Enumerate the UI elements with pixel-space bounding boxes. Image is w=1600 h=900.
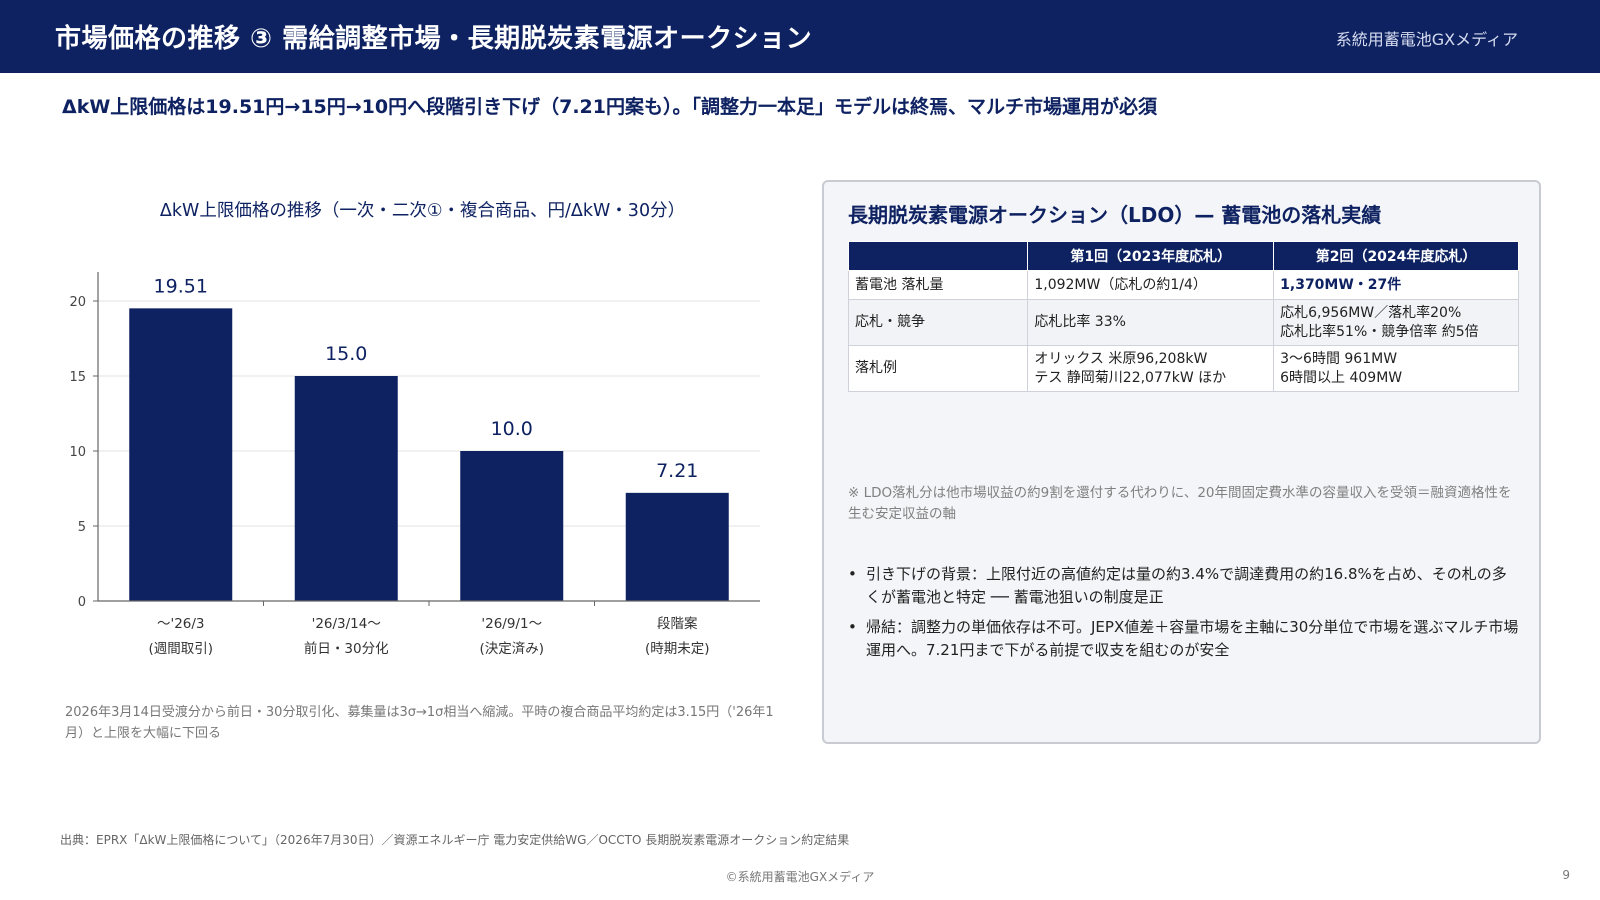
chart-footnote: 2026年3月14日受渡分から前日・30分取引化、募集量は3σ→1σ相当へ縮減。… xyxy=(65,705,774,741)
x-tick-label: (決定済み) xyxy=(479,641,544,657)
bar xyxy=(294,376,398,601)
bullet-item: • 帰結：調整力の単価依存は不可。JEPX値差＋容量市場を主軸に30分単位で市場を… xyxy=(848,616,1520,662)
x-tick-label: '26/9/1〜 xyxy=(481,616,542,632)
cell-line: 3〜6時間 961MW xyxy=(1280,350,1398,367)
page-title: 市場価格の推移 ③ 需給調整市場・長期脱炭素電源オークション xyxy=(55,24,813,54)
table-header-blank xyxy=(847,241,1029,271)
cell-line: 6時間以上 409MW xyxy=(1280,369,1403,386)
cell-line: 1,370MW・27件 xyxy=(1280,276,1402,293)
cell-line: テス 静岡菊川22,077kW ほか xyxy=(1034,369,1227,386)
x-tick-label: (週間取引) xyxy=(148,641,213,657)
bar xyxy=(129,308,233,601)
bullet-text: 帰結：調整力の単価依存は不可。JEPX値差＋容量市場を主軸に30分単位で市場を選… xyxy=(866,618,1519,659)
data-label: 19.51 xyxy=(154,275,208,297)
header-bar: 市場価格の推移 ③ 需給調整市場・長期脱炭素電源オークション 系統用蓄電池GXメ… xyxy=(0,0,1600,73)
x-tick-label: 〜'26/3 xyxy=(157,616,205,632)
bullet-dot-icon: • xyxy=(848,565,857,583)
bullet-text: 引き下げの背景：上限付近の高値約定は量の約3.4%で調達費用の約16.8%を占め… xyxy=(866,565,1507,606)
ldo-panel: 長期脱炭素電源オークション（LDO）— 蓄電池の落札実績 第1回（2023年度応… xyxy=(822,180,1541,744)
y-tick-label: 15 xyxy=(69,370,86,385)
x-tick-label: '26/3/14〜 xyxy=(312,616,381,632)
row-label: 落札例 xyxy=(847,345,1029,392)
bullet-dot-icon: • xyxy=(848,618,857,636)
table-header-row: 第1回（2023年度応札） 第2回（2024年度応札） xyxy=(847,241,1519,271)
ldo-results-table: 第1回（2023年度応札） 第2回（2024年度応札） 蓄電池 落札量 1,09… xyxy=(847,241,1519,392)
data-label: 15.0 xyxy=(325,343,367,365)
data-label: 10.0 xyxy=(491,418,533,440)
cell-line: オリックス 米原96,208kW xyxy=(1034,350,1208,367)
bar xyxy=(460,451,564,601)
round1-cell: オリックス 米原96,208kW テス 静岡菊川22,077kW ほか xyxy=(1027,345,1275,392)
ldo-note: ※ LDO落札分は他市場収益の約9割を還付する代わりに、20年間固定費水準の容量… xyxy=(848,485,1512,522)
bar xyxy=(625,492,729,601)
lead-headline: ΔkW上限価格は19.51円→15円→10円へ段階引き下げ（7.21円案も）。「… xyxy=(62,96,1157,118)
x-tick-label: 段階案 xyxy=(657,615,698,632)
round2-cell: 応札6,956MW／落札率20% 応札比率51%・競争倍率 約5倍 xyxy=(1273,299,1519,346)
copyright: ©系統用蓄電池GXメディア xyxy=(725,870,875,884)
table-row: 応札・競争 応札比率 33% 応札6,956MW／落札率20% 応札比率51%・… xyxy=(847,299,1519,346)
bullet-item: • 引き下げの背景：上限付近の高値約定は量の約3.4%で調達費用の約16.8%を占… xyxy=(848,563,1520,609)
source-citation: 出典：EPRX「ΔkW上限価格について」（2026年7月30日）／資源エネルギー… xyxy=(60,833,850,847)
table-header-round2: 第2回（2024年度応札） xyxy=(1273,241,1519,271)
row-label: 応札・競争 xyxy=(847,299,1029,346)
table-row: 蓄電池 落札量 1,092MW（応札の約1/4） 1,370MW・27件 xyxy=(847,270,1519,300)
round1-cell: 応札比率 33% xyxy=(1027,299,1275,346)
y-tick-label: 10 xyxy=(69,445,86,460)
round2-cell: 3〜6時間 961MW 6時間以上 409MW xyxy=(1273,345,1519,392)
table-header-round1: 第1回（2023年度応札） xyxy=(1027,241,1275,271)
x-tick-label: (時期未定) xyxy=(645,641,710,657)
row-label: 蓄電池 落札量 xyxy=(847,270,1029,300)
cell-line: 応札比率 33% xyxy=(1034,314,1126,330)
cell-line: 応札6,956MW／落札率20% xyxy=(1280,304,1462,321)
cell-line: 1,092MW（応札の約1/4） xyxy=(1034,276,1207,293)
y-tick-label: 20 xyxy=(69,295,86,310)
bullet-list: • 引き下げの背景：上限付近の高値約定は量の約3.4%で調達費用の約16.8%を占… xyxy=(848,563,1520,669)
brand-label: 系統用蓄電池GXメディア xyxy=(1335,30,1518,49)
round2-cell: 1,370MW・27件 xyxy=(1273,270,1519,300)
round1-cell: 1,092MW（応札の約1/4） xyxy=(1027,270,1275,300)
bar-chart: 0 5 10 15 20 19.51 〜'26/3 (週間取引) 15.0 '26/3/14〜前日… xyxy=(69,272,760,657)
panel-title: 長期脱炭素電源オークション（LDO）— 蓄電池の落札実績 xyxy=(848,203,1382,227)
y-tick-label: 5 xyxy=(78,520,86,535)
data-label: 7.21 xyxy=(656,460,698,482)
y-tick-label: 0 xyxy=(78,595,86,610)
page-number: 9 xyxy=(1562,868,1570,882)
chart-title: ΔkW上限価格の推移（一次・二次①・複合商品、円/ΔkW・30分） xyxy=(159,201,686,221)
cell-line: 応札比率51%・競争倍率 約5倍 xyxy=(1280,323,1479,340)
table-row: 落札例 オリックス 米原96,208kW テス 静岡菊川22,077kW ほか … xyxy=(847,345,1519,392)
x-tick-label: 前日・30分化 xyxy=(304,640,389,657)
